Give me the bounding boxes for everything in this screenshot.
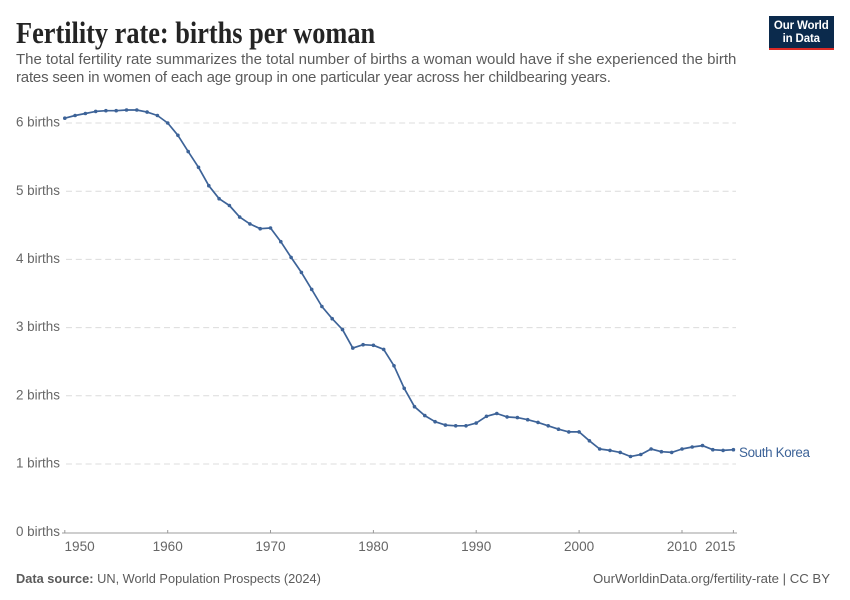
- svg-text:0 births: 0 births: [16, 524, 60, 539]
- svg-text:1960: 1960: [153, 539, 184, 554]
- svg-text:2000: 2000: [564, 539, 595, 554]
- svg-text:2015: 2015: [705, 539, 735, 554]
- svg-text:1980: 1980: [358, 539, 389, 554]
- svg-text:2010: 2010: [667, 539, 698, 554]
- svg-text:1 births: 1 births: [16, 456, 60, 471]
- svg-text:South Korea: South Korea: [739, 445, 810, 460]
- svg-text:4 births: 4 births: [16, 251, 60, 266]
- svg-text:6 births: 6 births: [16, 115, 60, 130]
- svg-text:1950: 1950: [65, 539, 96, 554]
- svg-text:1990: 1990: [461, 539, 492, 554]
- svg-text:5 births: 5 births: [16, 183, 60, 198]
- svg-text:2 births: 2 births: [16, 387, 60, 402]
- svg-text:3 births: 3 births: [16, 319, 60, 334]
- svg-text:1970: 1970: [255, 539, 286, 554]
